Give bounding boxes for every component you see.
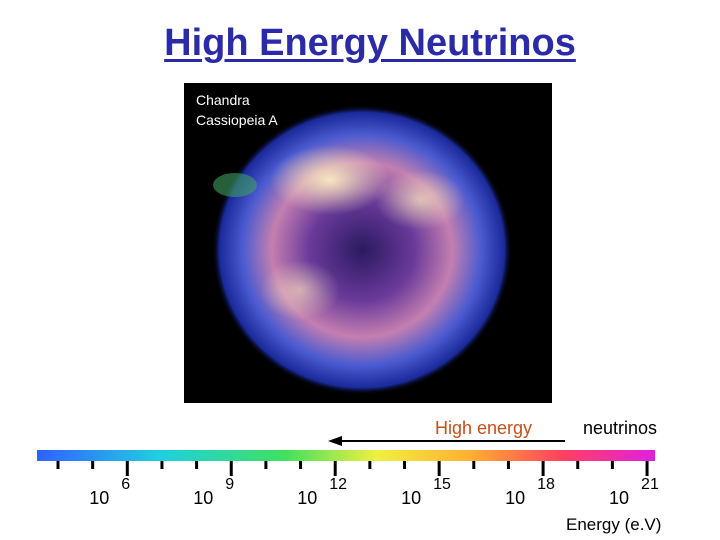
tick-base: 10	[505, 488, 526, 508]
annotation: neutrinos	[583, 418, 658, 438]
tick-base: 10	[297, 488, 318, 508]
arrow-head	[328, 436, 342, 446]
tick-base: 10	[401, 488, 422, 508]
nebula-glow	[260, 260, 340, 320]
slide-title: High Energy Neutrinos	[164, 22, 576, 64]
tick-base: 10	[609, 488, 630, 508]
tick-exponent: 12	[329, 476, 347, 493]
nebula	[212, 105, 512, 395]
tick-exponent: 6	[121, 476, 131, 493]
tick-exponent: 9	[225, 476, 235, 493]
annotation: High energy	[435, 418, 533, 438]
image-caption: Cassiopeia A	[196, 112, 278, 128]
nebula-glow	[375, 170, 465, 230]
image-caption: Chandra	[196, 92, 250, 108]
tick-exponent: 21	[641, 476, 659, 493]
tick-base: 10	[193, 488, 214, 508]
tick-group	[56, 461, 649, 476]
nebula-glow	[270, 145, 390, 215]
tick-base: 10	[89, 488, 110, 508]
nebula-jet	[213, 173, 257, 197]
axis-label: Energy (e.V)	[566, 515, 662, 534]
tick-exponent: 18	[537, 476, 555, 493]
tick-exponent: 15	[433, 476, 451, 493]
spectrum-bar	[37, 450, 655, 461]
